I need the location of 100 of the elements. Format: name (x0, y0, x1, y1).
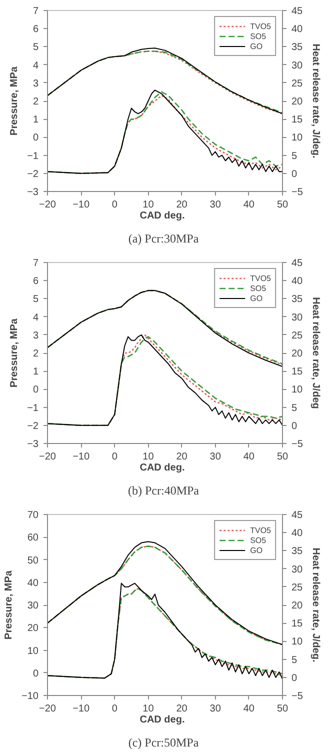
y-tick-label: 6 (32, 24, 39, 36)
y-tick-label: 4 (32, 60, 39, 72)
y-tick-label: 20 (27, 623, 39, 634)
y2-tick-label: 15 (292, 114, 304, 126)
y2-tick-label: 25 (292, 582, 304, 594)
y-tick-label: −2 (27, 420, 39, 432)
y-tick-label: 0 (32, 384, 39, 396)
y2-axis-title: Heat release rate, J/deg. (310, 548, 321, 662)
y2-tick-label: 35 (292, 42, 304, 54)
y-tick-label: 7 (32, 6, 39, 17)
y-tick-label: −1 (27, 150, 39, 162)
x-tick-label: 40 (243, 200, 255, 210)
y-tick-label: 3 (32, 78, 39, 90)
x-tick-label: 20 (176, 452, 188, 462)
y-tick-label: 2 (32, 96, 39, 108)
y-tick-label: 7 (32, 258, 39, 269)
y2-tick-label: 25 (292, 330, 304, 342)
y-tick-label: 70 (27, 510, 39, 521)
y2-tick-label: 35 (292, 294, 304, 306)
y-tick-label: 1 (32, 114, 39, 126)
x-tick-label: 0 (112, 200, 118, 210)
y2-tick-label: 30 (292, 312, 304, 324)
x-tick-label: −10 (72, 200, 90, 210)
y-tick-label: −10 (22, 691, 39, 702)
x-tick-label: 10 (142, 452, 154, 462)
legend-label: SO5 (250, 283, 268, 293)
y2-tick-label: 25 (292, 78, 304, 90)
legend-label: SO5 (250, 31, 268, 41)
y2-tick-label: 15 (292, 618, 304, 630)
x-tick-label: −10 (72, 452, 90, 462)
x-tick-label: 30 (210, 704, 222, 714)
legend-label: TVO5 (250, 525, 271, 535)
y-tick-label: 50 (27, 555, 39, 566)
x-axis-title: CAD deg. (140, 210, 185, 222)
y2-axis-title: Heat release rate, J/deg. (310, 44, 321, 158)
y2-tick-label: 40 (292, 276, 304, 288)
y-tick-label: −1 (27, 402, 39, 414)
text: (a) Pcr:30MPa (128, 232, 200, 246)
y-tick-label: 60 (27, 532, 39, 544)
y-axis-title: Pressure, MPa (9, 66, 20, 136)
legend-label: TVO5 (250, 273, 271, 283)
y2-tick-label: 5 (292, 402, 298, 414)
legend-label: GO (250, 293, 264, 303)
x-tick-label: 30 (210, 200, 222, 210)
x-tick-label: 50 (276, 704, 288, 714)
y2-tick-label: 45 (292, 258, 304, 269)
x-tick-label: 0 (112, 704, 118, 714)
x-tick-label: −20 (39, 704, 56, 714)
y2-tick-label: −5 (292, 187, 304, 198)
y-tick-label: 5 (32, 42, 39, 54)
x-tick-label: −10 (72, 704, 90, 714)
y-tick-label: −3 (27, 187, 39, 198)
y2-tick-label: 40 (292, 24, 304, 36)
x-tick-label: 0 (112, 452, 118, 462)
y-tick-label: 6 (32, 276, 39, 288)
x-tick-label: 20 (176, 200, 188, 210)
y2-tick-label: 30 (292, 60, 304, 72)
y-tick-label: −3 (27, 439, 39, 450)
y2-tick-label: 20 (292, 348, 304, 360)
x-tick-label: 40 (243, 704, 255, 714)
y2-tick-label: 10 (292, 636, 304, 648)
x-tick-label: 40 (243, 452, 255, 462)
y2-tick-label: 45 (292, 510, 304, 521)
text: (c) Pcr:50MPa (128, 736, 200, 750)
y-tick-label: 2 (32, 348, 39, 360)
y-tick-label: 40 (27, 578, 39, 589)
legend-label: TVO5 (250, 21, 271, 31)
x-tick-label: 10 (142, 200, 154, 210)
y2-tick-label: 20 (292, 96, 304, 108)
y2-tick-label: −5 (292, 439, 304, 450)
y-axis-title: Pressure, MPa (4, 570, 15, 640)
y2-tick-label: 0 (292, 168, 298, 180)
y2-tick-label: 0 (292, 672, 298, 684)
legend-label: SO5 (250, 535, 268, 545)
x-axis-title: CAD deg. (140, 462, 185, 474)
x-tick-label: 50 (276, 452, 288, 462)
x-tick-label: 50 (276, 200, 288, 210)
x-tick-label: 20 (176, 704, 188, 714)
y2-axis-title: Heat release rate, J/deg (310, 297, 321, 409)
x-tick-label: −20 (39, 200, 56, 210)
y2-tick-label: 45 (292, 6, 304, 17)
x-axis-title: CAD deg. (140, 714, 185, 726)
y-tick-label: 1 (32, 366, 39, 378)
x-tick-label: −20 (39, 452, 56, 462)
y2-tick-label: 15 (292, 366, 304, 378)
legend-label: GO (250, 41, 264, 51)
y-tick-label: 5 (32, 294, 39, 306)
text: (b) Pcr:40MPa (128, 484, 200, 498)
y2-tick-label: 5 (292, 654, 298, 666)
y2-tick-label: 30 (292, 564, 304, 576)
y-tick-label: 3 (32, 330, 39, 342)
y-tick-label: 10 (27, 646, 39, 657)
y2-tick-label: 5 (292, 150, 298, 162)
y2-tick-label: 20 (292, 600, 304, 612)
y-tick-label: 4 (32, 312, 39, 324)
y-axis-title: Pressure, MPa (9, 318, 20, 388)
x-tick-label: 30 (210, 452, 222, 462)
y2-tick-label: 40 (292, 528, 304, 540)
y2-tick-label: 35 (292, 546, 304, 558)
x-tick-label: 10 (142, 704, 154, 714)
